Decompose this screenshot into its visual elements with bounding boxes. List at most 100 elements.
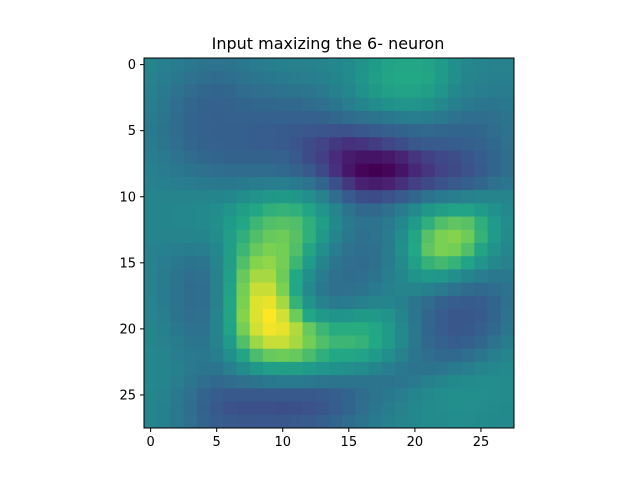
- heatmap-cell: [368, 414, 383, 429]
- heatmap-cell: [395, 229, 409, 244]
- heatmap-cell: [196, 216, 211, 231]
- heatmap-cell: [395, 322, 409, 336]
- heatmap-cell: [329, 309, 343, 323]
- heatmap-cell: [223, 137, 237, 151]
- heatmap-cell: [262, 190, 277, 204]
- heatmap-cell: [196, 401, 211, 416]
- heatmap-cell: [342, 295, 356, 310]
- heatmap-cell: [262, 84, 277, 99]
- heatmap-cell: [342, 335, 356, 350]
- heatmap-cell: [262, 243, 277, 257]
- heatmap-cell: [408, 295, 422, 310]
- heatmap-cell: [236, 203, 251, 217]
- heatmap-cell: [315, 71, 330, 85]
- heatmap-cell: [196, 295, 211, 310]
- heatmap-cell: [170, 97, 185, 112]
- heatmap-cell: [170, 229, 185, 244]
- heatmap-cell: [262, 295, 277, 310]
- heatmap-cell: [249, 97, 264, 112]
- heatmap-cell: [447, 190, 462, 204]
- heatmap-cell: [434, 269, 449, 284]
- heatmap-cell: [302, 97, 317, 112]
- heatmap-cell: [315, 216, 330, 231]
- heatmap-cell: [289, 110, 303, 125]
- heatmap-cell: [421, 309, 436, 323]
- heatmap-cell: [223, 322, 237, 336]
- heatmap-cell: [355, 243, 370, 257]
- heatmap-cell: [447, 243, 462, 257]
- heatmap-cell: [157, 282, 171, 297]
- heatmap-cell: [447, 269, 462, 284]
- heatmap-cell: [249, 348, 264, 363]
- heatmap-cell: [276, 309, 290, 323]
- heatmap-cell: [474, 229, 488, 244]
- heatmap-cell: [329, 401, 343, 416]
- heatmap-cell: [170, 150, 185, 165]
- heatmap-cell: [421, 97, 436, 112]
- heatmap-cell: [236, 388, 251, 402]
- heatmap-cell: [434, 124, 449, 138]
- heatmap-cell: [144, 348, 158, 363]
- heatmap-cell: [236, 243, 251, 257]
- heatmap-cell: [487, 163, 502, 178]
- heatmap-cell: [461, 269, 475, 284]
- heatmap-cell: [434, 150, 449, 165]
- heatmap-cell: [236, 58, 251, 72]
- heatmap-cell: [487, 243, 502, 257]
- heatmap-cell: [487, 176, 502, 191]
- heatmap-cell: [236, 229, 251, 244]
- heatmap-cell: [408, 348, 422, 363]
- heatmap-cell: [355, 71, 370, 85]
- heatmap-cell: [170, 256, 185, 270]
- heatmap-cell: [329, 229, 343, 244]
- heatmap-cell: [157, 322, 171, 336]
- x-tick-label: 15: [341, 435, 358, 450]
- heatmap-cell: [276, 335, 290, 350]
- y-tick-label: 5: [128, 124, 136, 139]
- heatmap-cell: [196, 269, 211, 284]
- heatmap-cell: [395, 71, 409, 85]
- heatmap-cell: [223, 163, 237, 178]
- heatmap-cell: [289, 150, 303, 165]
- heatmap-cell: [447, 58, 462, 72]
- heatmap-cell: [395, 243, 409, 257]
- heatmap-cell: [408, 256, 422, 270]
- x-tick-label: 20: [407, 435, 424, 450]
- heatmap-cell: [183, 335, 198, 350]
- heatmap-cell: [302, 190, 317, 204]
- heatmap-cell: [329, 269, 343, 284]
- heatmap-cell: [157, 309, 171, 323]
- heatmap-cell: [355, 348, 370, 363]
- heatmap-cell: [170, 388, 185, 402]
- heatmap-cell: [329, 282, 343, 297]
- heatmap-cell: [487, 137, 502, 151]
- heatmap-cell: [381, 58, 396, 72]
- heatmap-cell: [395, 124, 409, 138]
- heatmap-cell: [421, 58, 436, 72]
- heatmap-cell: [395, 150, 409, 165]
- heatmap-cell: [342, 150, 356, 165]
- heatmap-cell: [447, 203, 462, 217]
- heatmap-cell: [210, 163, 224, 178]
- heatmap-cell: [196, 348, 211, 363]
- heatmap-cell: [368, 295, 383, 310]
- heatmap-cell: [249, 282, 264, 297]
- heatmap-cell: [500, 388, 515, 402]
- heatmap-cell: [355, 97, 370, 112]
- heatmap-cell: [447, 229, 462, 244]
- heatmap-cell: [262, 388, 277, 402]
- heatmap-cell: [395, 163, 409, 178]
- heatmap-cell: [144, 203, 158, 217]
- heatmap-cell: [421, 282, 436, 297]
- heatmap-cell: [434, 71, 449, 85]
- heatmap-cell: [474, 190, 488, 204]
- heatmap-cell: [223, 309, 237, 323]
- heatmap-cell: [262, 229, 277, 244]
- heatmap-cell: [144, 414, 158, 429]
- heatmap-cell: [500, 295, 515, 310]
- heatmap-cell: [342, 110, 356, 125]
- heatmap-cell: [196, 243, 211, 257]
- heatmap-cell: [144, 229, 158, 244]
- heatmap-cell: [183, 216, 198, 231]
- heatmap-cell: [302, 335, 317, 350]
